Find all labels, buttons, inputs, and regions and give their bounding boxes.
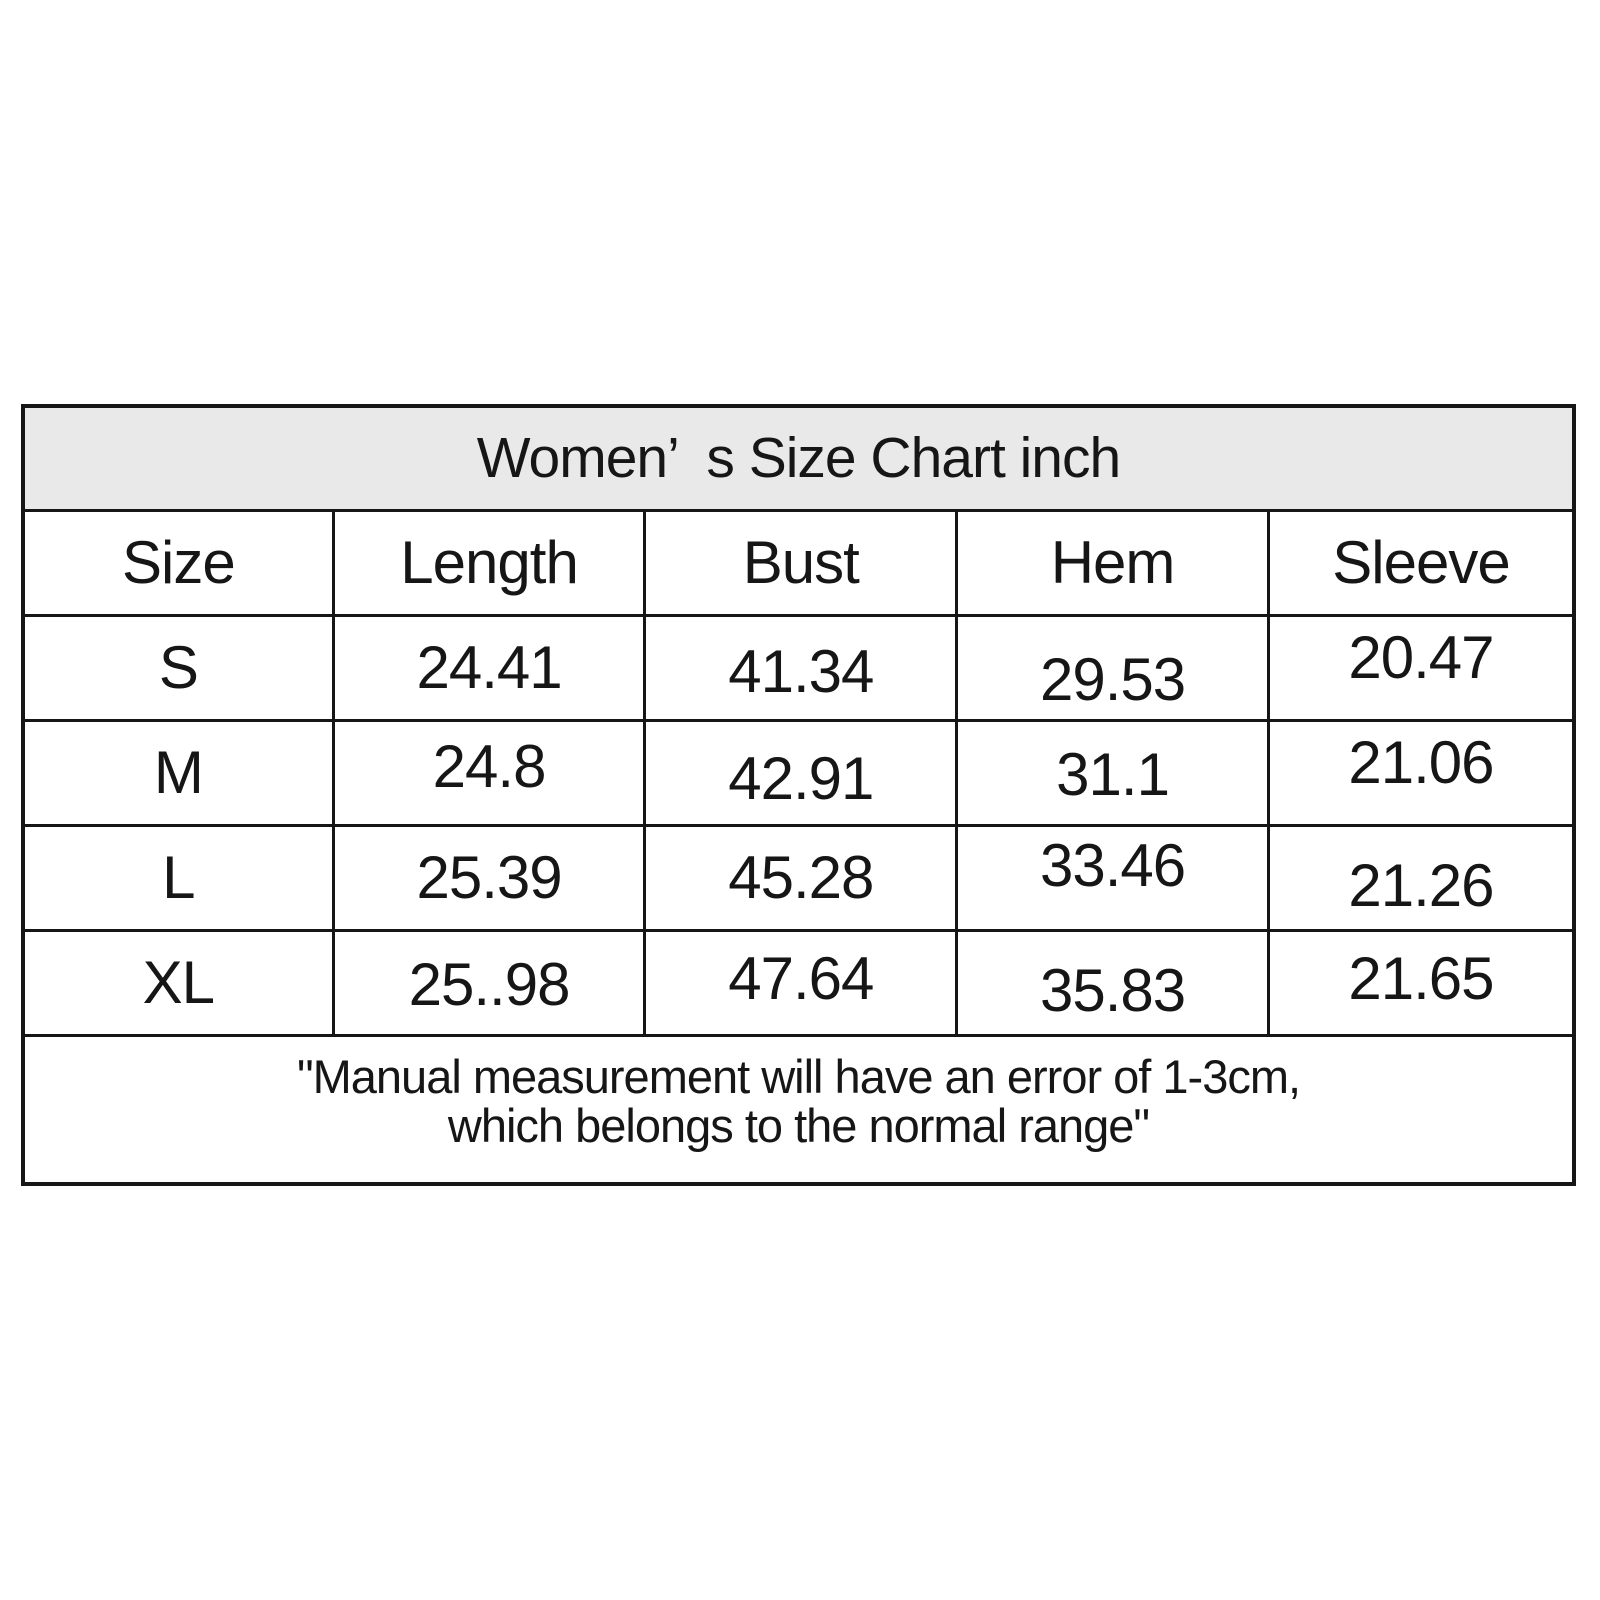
col-header-sleeve: Sleeve — [1266, 508, 1576, 617]
value-cell: 47.64 — [643, 928, 959, 1037]
title-row: Women’ s Size Chart inch — [21, 404, 1576, 512]
col-header-size: Size — [21, 508, 335, 617]
measurement-note: "Manual measurement will have an error o… — [21, 1033, 1576, 1186]
value-cell: 21.65 — [1266, 928, 1576, 1037]
table-row-xl: XL 25..98 47.64 35.83 21.65 — [21, 928, 1576, 1037]
value-cell: 21.06 — [1266, 718, 1576, 827]
value-cell: 24.8 — [331, 718, 647, 827]
value-cell: 33.46 — [955, 823, 1270, 932]
table-row-l: L 25.39 45.28 33.46 21.26 — [21, 823, 1576, 932]
note-row: "Manual measurement will have an error o… — [21, 1033, 1576, 1186]
row-label-cell: L — [21, 823, 335, 932]
value-cell: 25..98 — [331, 928, 647, 1037]
value-cell: 31.1 — [955, 718, 1270, 827]
row-label-cell: XL — [21, 928, 335, 1037]
row-label-cell: S — [21, 613, 335, 722]
header-row: Size Length Bust Hem Sleeve — [21, 508, 1576, 617]
size-chart: Women’ s Size Chart inch Size Length Bus… — [21, 404, 1576, 1186]
col-header-hem: Hem — [955, 508, 1270, 617]
value-cell: 41.34 — [643, 613, 959, 722]
size-chart-table: Women’ s Size Chart inch Size Length Bus… — [21, 404, 1576, 1186]
value-cell: 25.39 — [331, 823, 647, 932]
value-cell: 29.53 — [955, 613, 1270, 722]
table-row-m: M 24.8 42.91 31.1 21.06 — [21, 718, 1576, 827]
measurement-note-line1: "Manual measurement will have an error o… — [296, 1050, 1301, 1104]
value-cell: 24.41 — [331, 613, 647, 722]
col-header-length: Length — [331, 508, 647, 617]
row-label-cell: M — [21, 718, 335, 827]
measurement-note-line2: which belongs to the normal range" — [447, 1099, 1150, 1153]
table-title: Women’ s Size Chart inch — [21, 404, 1576, 512]
col-header-bust: Bust — [643, 508, 959, 617]
value-cell: 42.91 — [643, 718, 959, 827]
table-row-s: S 24.41 41.34 29.53 20.47 — [21, 613, 1576, 722]
value-cell: 45.28 — [643, 823, 959, 932]
value-cell: 35.83 — [955, 928, 1270, 1037]
value-cell: 20.47 — [1266, 613, 1576, 722]
value-cell: 21.26 — [1266, 823, 1576, 932]
